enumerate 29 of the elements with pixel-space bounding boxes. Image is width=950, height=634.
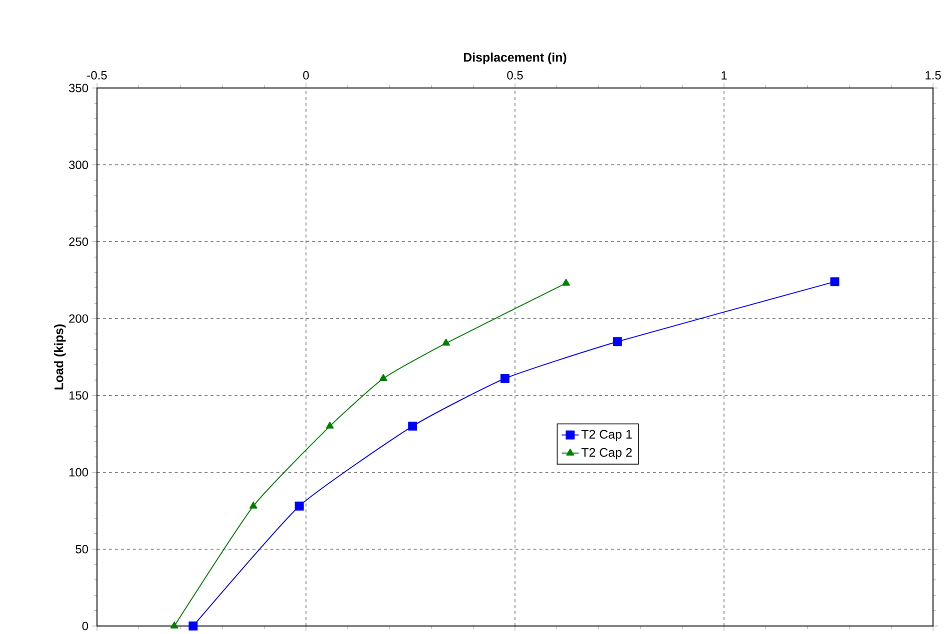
y-tick-label: 0 [82,622,88,630]
legend-label: T2 Cap 2 [581,448,632,460]
y-tick-label: 150 [69,391,88,400]
x-tick-label: -0.5 [87,71,107,80]
y-tick-label: 250 [69,237,88,246]
point [442,338,450,346]
x-tick-label: 0 [303,71,309,80]
y-tick-label: 200 [69,314,88,323]
y-tick-label: 350 [69,84,88,92]
point [294,502,304,511]
y-tick-label: 100 [69,468,88,477]
point [188,622,198,630]
point [326,422,334,429]
point [830,277,840,286]
point [379,374,388,382]
point [170,622,178,628]
y-tick-label: 300 [69,160,88,170]
point [408,422,418,431]
x-tick-label: 1 [722,71,727,80]
point [612,337,622,346]
x-tick-label: 0.5 [507,71,523,80]
y-tick-label: 50 [76,544,88,554]
point [562,278,570,286]
point [500,374,510,384]
x-axis-title: Displacement (in) [464,52,566,64]
y-axis-title: Load (kips) [54,324,66,390]
legend-label: T2 Cap 1 [581,430,632,442]
point [249,502,258,509]
x-tick-label: 1.5 [926,71,941,80]
